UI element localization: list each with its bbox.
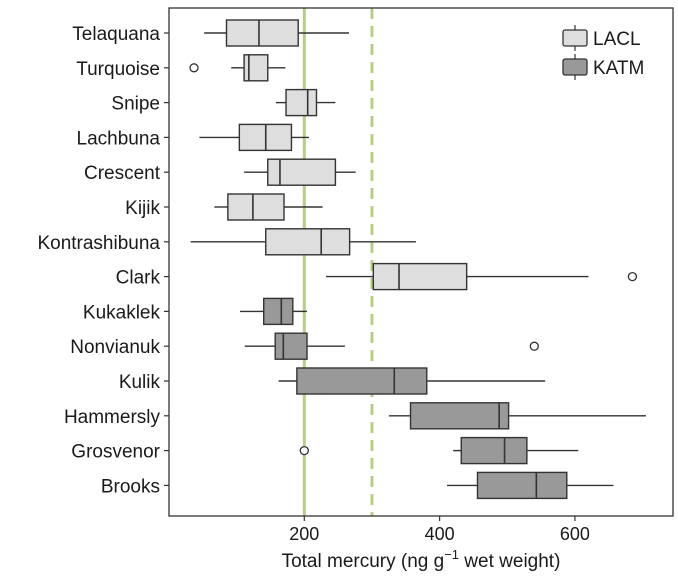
- axes: Telaquana Turquoise Snipe Lachbuna Crescent K…: [37, 7, 674, 544]
- category-label: Hammersly: [64, 407, 161, 428]
- category-label: Lachbuna: [77, 128, 161, 149]
- box-nonvianuk: [244, 332, 539, 360]
- iqr-box: [460, 436, 528, 465]
- plot-area: [189, 8, 646, 516]
- legend-label: LACL: [593, 29, 641, 50]
- box-crescent: [244, 158, 356, 186]
- x-tick-label: 200: [289, 524, 319, 544]
- outlier-point: [189, 63, 199, 73]
- iqr-box: [227, 193, 285, 221]
- box-lachbuna: [199, 123, 310, 152]
- iqr-box: [285, 88, 318, 117]
- iqr-box: [476, 471, 568, 500]
- category-label: Telaquana: [72, 24, 160, 45]
- box-snipe: [275, 88, 336, 117]
- x-axis-title-superscript: −1: [444, 547, 459, 562]
- category-label: Kukaklek: [83, 302, 161, 323]
- iqr-box: [296, 367, 428, 395]
- iqr-box: [225, 19, 299, 47]
- iqr-box: [265, 228, 351, 256]
- iqr-box: [263, 297, 294, 326]
- legend-label: KATM: [593, 58, 644, 79]
- x-axis-title: Total mercury (ng g−1 wet weight): [282, 547, 561, 572]
- iqr-box: [243, 54, 269, 82]
- x-axis-title-prefix: Total mercury (ng g: [282, 551, 445, 572]
- box-brooks: [447, 471, 614, 500]
- category-label: Kijik: [125, 198, 160, 219]
- box-hammersly: [388, 402, 646, 430]
- legend-swatch: [562, 58, 588, 76]
- category-label: Clark: [116, 268, 161, 289]
- category-label: Turquoise: [76, 59, 160, 80]
- x-tick-label: 600: [560, 524, 590, 544]
- box-kontrashibuna: [190, 228, 416, 256]
- x-tick-label: 400: [425, 524, 455, 544]
- iqr-box: [267, 158, 337, 186]
- x-axis-title-suffix: wet weight): [459, 551, 560, 572]
- outlier-point: [529, 341, 539, 351]
- box-kukaklek: [240, 297, 308, 326]
- outlier-point: [299, 445, 309, 456]
- category-label: Grosvenor: [71, 442, 160, 463]
- category-label: Kulik: [119, 372, 161, 393]
- legend: LACL KATM: [562, 25, 644, 80]
- legend-entry-katm: KATM: [562, 54, 644, 80]
- box-grosvenor: [299, 436, 579, 465]
- iqr-box: [409, 402, 510, 430]
- box-telaquana: [204, 19, 349, 47]
- iqr-box: [372, 262, 468, 291]
- category-label: Kontrashibuna: [37, 233, 160, 254]
- legend-entry-lacl: LACL: [562, 25, 641, 51]
- legend-swatch: [562, 29, 588, 47]
- box-turquoise: [189, 54, 286, 82]
- box-kijik: [214, 193, 323, 221]
- category-label: Brooks: [101, 476, 160, 497]
- plot-frame: [168, 7, 674, 517]
- category-label: Crescent: [84, 163, 161, 184]
- category-label: Nonvianuk: [70, 337, 160, 358]
- box-clark: [325, 262, 638, 291]
- box-kulik: [278, 367, 546, 395]
- category-label: Snipe: [111, 94, 160, 115]
- outlier-point: [627, 271, 638, 282]
- iqr-box: [274, 332, 308, 360]
